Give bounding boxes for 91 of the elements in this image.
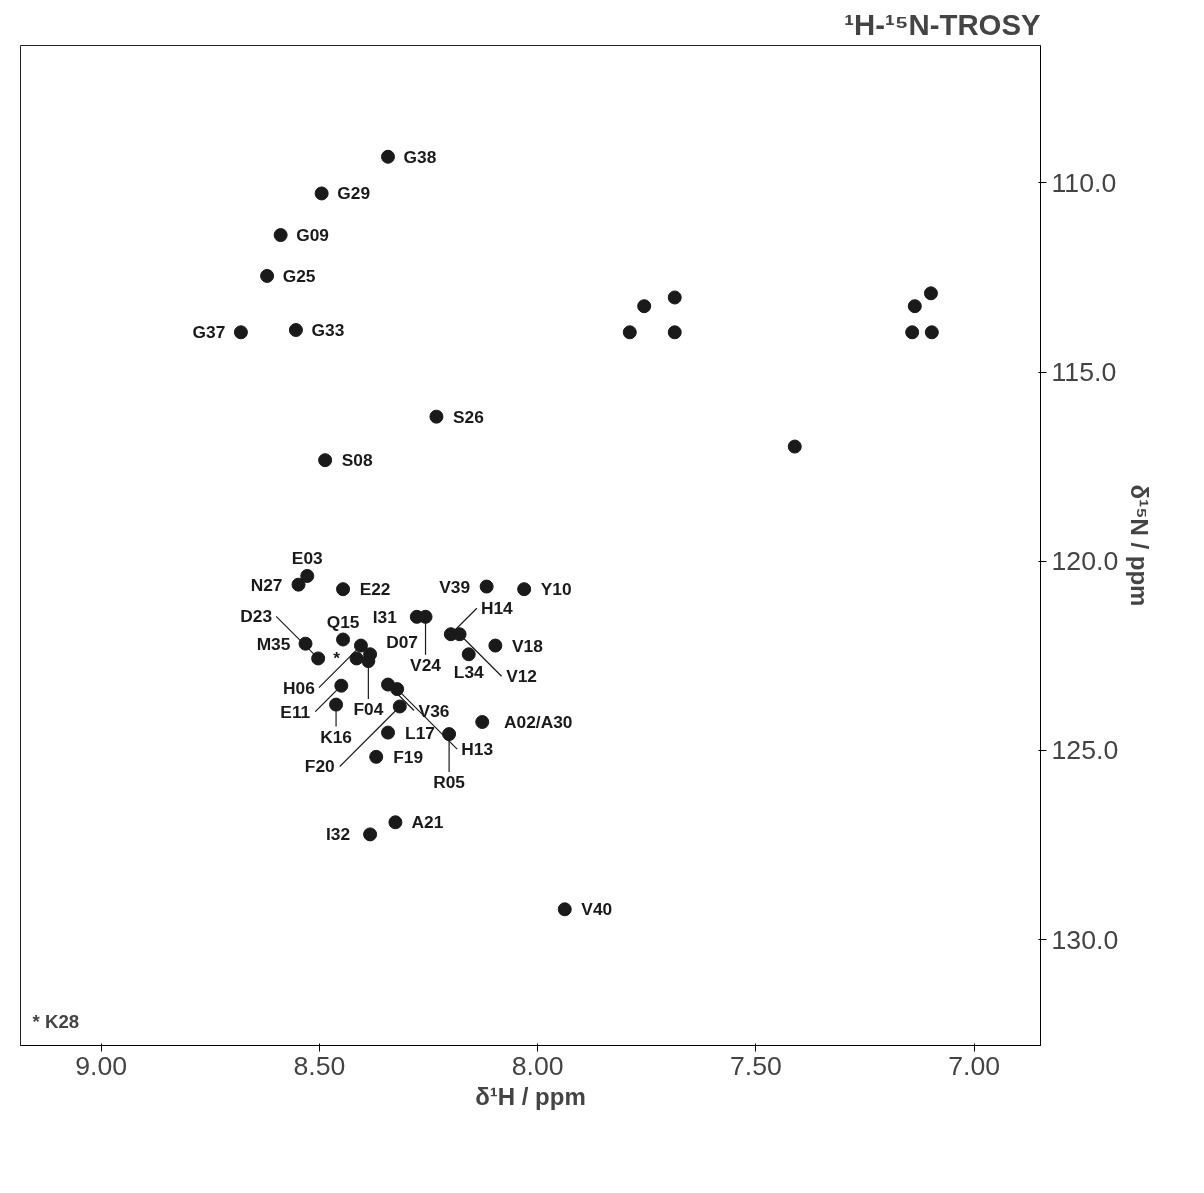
point — [273, 228, 288, 243]
point — [392, 699, 407, 714]
point — [787, 439, 802, 454]
point — [637, 299, 652, 314]
annotation: V18 — [511, 635, 544, 656]
annotation: G38 — [403, 146, 437, 167]
point — [288, 323, 303, 338]
point — [369, 749, 384, 764]
point — [442, 727, 457, 742]
point — [622, 325, 637, 340]
annotation: G33 — [311, 320, 345, 341]
annotation: V12 — [506, 666, 537, 687]
annotation: K16 — [320, 726, 353, 747]
annotation: S08 — [341, 450, 373, 471]
chart-title: ¹H-¹⁵N-TROSY — [844, 7, 1041, 41]
point — [667, 325, 682, 340]
annotation: E11 — [280, 701, 311, 722]
point — [334, 678, 349, 693]
point — [461, 647, 476, 662]
annotation: E22 — [359, 579, 391, 600]
point — [233, 325, 248, 340]
y-tick-label: 120.0 — [1051, 546, 1119, 577]
point — [363, 827, 378, 842]
x-axis-title: δ¹H / ppm — [475, 1082, 586, 1110]
point — [349, 651, 364, 666]
point — [479, 579, 494, 594]
x-tick-label: 8.50 — [293, 1050, 346, 1081]
annotation: G25 — [282, 265, 316, 286]
annotation: N27 — [250, 574, 283, 595]
point — [314, 186, 329, 201]
point — [336, 582, 351, 597]
point — [475, 715, 490, 729]
annotation: I32 — [326, 824, 351, 845]
y-tick-label: 130.0 — [1051, 924, 1119, 955]
annotation: F20 — [304, 756, 335, 777]
annotation: M35 — [256, 633, 291, 654]
point — [924, 325, 939, 340]
annotation: V24 — [410, 654, 442, 675]
annotation: E03 — [291, 547, 324, 568]
annotation: V39 — [439, 576, 471, 597]
point — [429, 409, 444, 424]
point — [260, 268, 275, 283]
point — [361, 654, 376, 669]
point — [311, 651, 326, 666]
annotation: * — [333, 648, 341, 669]
annotation: H14 — [480, 598, 514, 619]
point — [907, 299, 922, 314]
point — [291, 577, 306, 592]
point — [381, 149, 395, 164]
y-axis-title: δ¹⁵N / ppm — [1126, 484, 1154, 607]
x-tick-label: 8.00 — [511, 1050, 564, 1081]
annotation: V40 — [581, 899, 613, 920]
annotation: D07 — [386, 632, 418, 653]
point — [353, 638, 368, 653]
point — [517, 582, 532, 597]
point — [300, 568, 315, 583]
x-tick-label: 7.50 — [729, 1050, 782, 1081]
annotation: A02/A30 — [504, 712, 573, 732]
annotation: L34 — [453, 662, 485, 683]
y-tick-label: 115.0 — [1051, 357, 1117, 388]
x-tick-label: 9.00 — [75, 1050, 128, 1081]
annotation: A21 — [411, 812, 444, 833]
point — [488, 638, 503, 653]
annotation: Y10 — [540, 579, 572, 600]
annotation: F19 — [393, 746, 424, 767]
annotation: S26 — [453, 406, 485, 427]
annotation: Q15 — [326, 611, 360, 632]
annotation: I31 — [372, 606, 398, 627]
annotation: V36 — [418, 700, 450, 721]
point — [923, 286, 938, 301]
y-tick-label: 110.0 — [1051, 167, 1117, 198]
point — [905, 325, 920, 340]
annotation: R05 — [433, 772, 466, 793]
point — [557, 902, 572, 917]
point — [318, 453, 333, 468]
point — [336, 632, 351, 647]
annotation: D23 — [240, 606, 273, 627]
annotation: F04 — [353, 699, 384, 720]
x-tick-label: 7.00 — [948, 1050, 1001, 1081]
annotation: L17 — [405, 722, 435, 743]
annotation: H06 — [283, 677, 316, 698]
point — [329, 697, 344, 712]
y-tick-label: 125.0 — [1051, 735, 1119, 766]
annotation: G09 — [296, 225, 330, 246]
annotation: * K28 — [32, 1010, 80, 1032]
point — [667, 290, 682, 305]
annotation: G37 — [192, 322, 226, 343]
annotation: H13 — [461, 739, 494, 760]
point — [381, 725, 395, 740]
point — [388, 815, 403, 830]
annotation: G29 — [337, 183, 371, 204]
